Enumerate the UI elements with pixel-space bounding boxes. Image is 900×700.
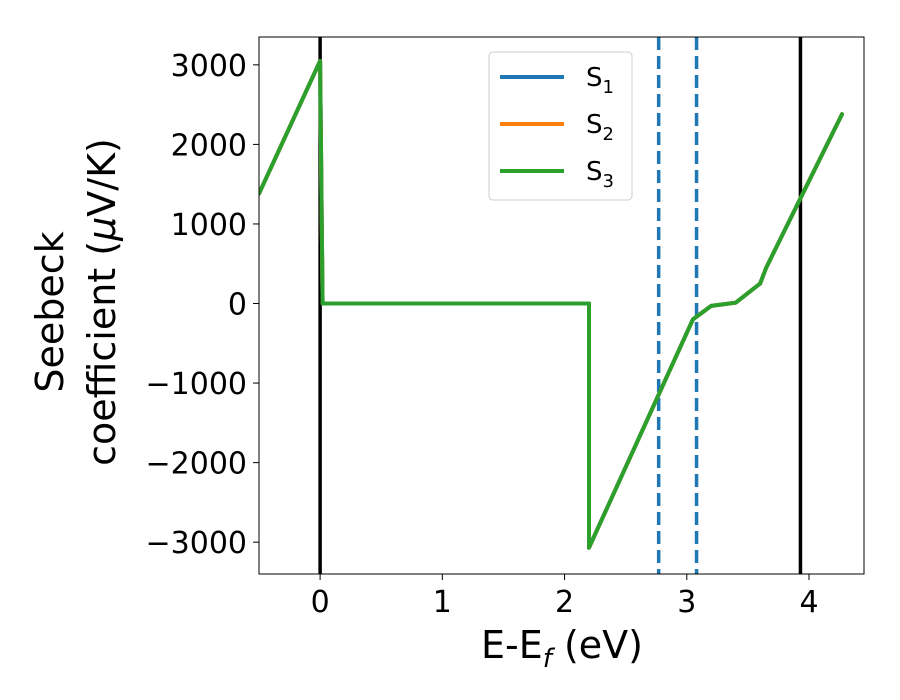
y-axis-title-line1: Seebeck	[28, 231, 72, 392]
y-tick-label-3: 0	[228, 288, 247, 323]
legend: S1 S2 S3	[488, 51, 633, 201]
y-tick-label-0: −3000	[146, 526, 247, 561]
y-tick-label-5: 2000	[171, 128, 247, 163]
x-tick-label-3: 3	[677, 585, 696, 620]
x-tick-label-4: 4	[799, 585, 818, 620]
plot-frame	[258, 36, 865, 575]
y-tick-label-6: 3000	[171, 49, 247, 84]
y-axis-ticks: −3000 −2000 −1000 0 1000 2000 3000	[146, 49, 259, 561]
legend-items: S1 S2 S3	[500, 63, 614, 192]
y-tick-label-4: 1000	[171, 208, 247, 243]
series-line-3	[259, 58, 844, 550]
legend-label-1: S1	[586, 63, 614, 98]
legend-label-3: S3	[586, 157, 614, 192]
x-tick-label-1: 1	[433, 585, 452, 620]
y-axis-title: Seebeck coefficient (μV/K)	[28, 138, 124, 466]
y-tick-label-1: −2000	[146, 447, 247, 482]
series-group	[259, 58, 844, 550]
x-axis-title: E-Ef (eV)	[481, 623, 643, 674]
y-axis-title-line2: coefficient (μV/K)	[80, 138, 124, 466]
x-tick-label-0: 0	[311, 585, 330, 620]
x-axis-ticks: 0 1 2 3 4	[311, 574, 819, 620]
y-tick-label-2: −1000	[146, 367, 247, 402]
x-tick-label-2: 2	[555, 585, 574, 620]
legend-label-2: S2	[586, 110, 614, 145]
